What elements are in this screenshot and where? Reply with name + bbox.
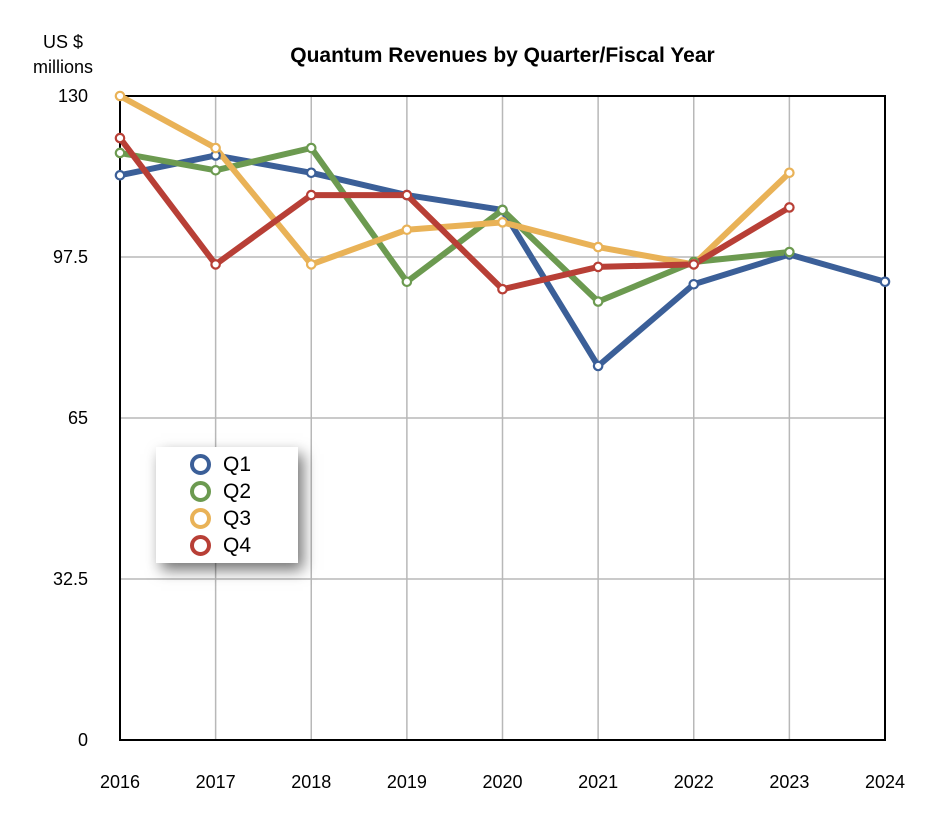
data-point-q4 (210, 259, 221, 270)
data-point-q2 (210, 165, 221, 176)
series-line-q4 (117, 135, 793, 293)
legend-marker-q4 (190, 535, 211, 556)
data-point-q2 (305, 142, 317, 154)
data-point-q4 (784, 202, 795, 213)
data-point-q4 (114, 132, 126, 144)
data-point-q2 (497, 204, 508, 216)
legend-marker-q3 (190, 508, 211, 529)
x-tick-label: 2018 (291, 772, 331, 792)
data-point-q4 (401, 189, 413, 201)
x-tick-label: 2024 (865, 772, 905, 792)
plot-border (119, 95, 886, 741)
data-point-q3 (497, 217, 508, 228)
legend-label-q3: Q3 (223, 506, 252, 530)
data-point-q2 (401, 276, 413, 288)
x-tick-label: 2019 (387, 772, 427, 792)
data-point-q2 (784, 246, 795, 258)
data-point-q2 (592, 296, 604, 307)
legend-item-q1: Q1 (156, 451, 298, 478)
legend-item-q4: Q4 (156, 532, 298, 559)
x-tick-label: 2021 (578, 772, 618, 792)
x-tick-label: 2023 (769, 772, 809, 792)
data-point-q2 (114, 147, 126, 159)
y-tick-label: 32.5 (53, 569, 88, 589)
legend: Q1 Q2 Q3 Q4 (156, 447, 298, 563)
legend-item-q2: Q2 (156, 478, 298, 505)
y-axis-label-line-2: millions (32, 57, 93, 77)
legend-marker-q2 (190, 481, 211, 502)
y-axis-label: US $ millions (14, 30, 112, 80)
chart-title: Quantum Revenues by Quarter/Fiscal Year (290, 44, 715, 67)
data-point-q3 (592, 241, 604, 253)
data-point-q3 (401, 224, 413, 236)
legend-label-q2: Q2 (223, 479, 252, 503)
data-point-q3 (784, 167, 795, 179)
legend-item-q3: Q3 (156, 505, 298, 532)
y-tick-label: 65 (68, 408, 88, 428)
data-point-q1 (688, 278, 700, 290)
data-point-q4 (592, 261, 604, 273)
data-point-q3 (210, 142, 221, 154)
legend-label-q4: Q4 (223, 533, 252, 557)
data-point-q4 (688, 259, 700, 270)
data-point-q4 (497, 283, 508, 295)
x-tick-label: 2017 (196, 772, 236, 792)
x-tick-label: 2020 (482, 772, 522, 792)
y-tick-label: 97.5 (53, 247, 88, 267)
x-tick-label: 2022 (674, 772, 714, 792)
legend-marker-q1 (190, 454, 211, 475)
data-point-q4 (305, 189, 317, 201)
y-tick-label: 130 (58, 86, 88, 106)
y-axis-label-line-1: US $ (42, 32, 84, 52)
data-point-q3 (305, 259, 317, 270)
data-point-q1 (114, 169, 126, 181)
series-line-q3 (117, 93, 793, 268)
data-point-q1 (879, 276, 891, 288)
data-point-q1 (592, 360, 604, 372)
x-tick-label: 2016 (100, 772, 140, 792)
data-point-q3 (114, 90, 126, 102)
data-point-q1 (305, 167, 317, 179)
y-tick-label: 0 (78, 730, 88, 750)
legend-label-q1: Q1 (223, 452, 252, 476)
